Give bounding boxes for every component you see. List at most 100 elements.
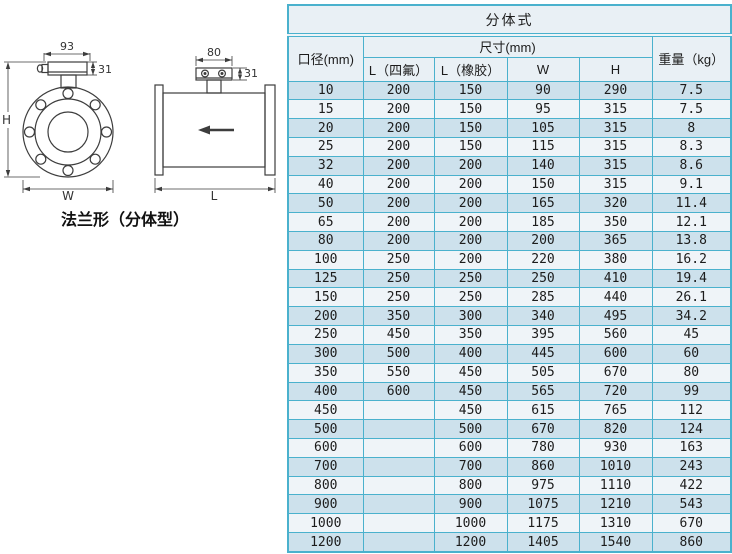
table-cell: 315 bbox=[578, 118, 653, 138]
right-flange-plate bbox=[264, 84, 276, 176]
table-cell: 105 bbox=[506, 118, 580, 138]
table-cell: 185 bbox=[506, 212, 580, 232]
table-cell: 200 bbox=[362, 193, 435, 214]
table-cell: 200 bbox=[433, 155, 508, 176]
table-row: 32 200 200 140 315 8.6 bbox=[287, 155, 732, 176]
table-cell: 800 bbox=[433, 475, 508, 496]
table-cell: 200 bbox=[362, 136, 435, 157]
table-cell: 400 bbox=[433, 343, 508, 364]
table-cell: 99 bbox=[651, 381, 732, 402]
table-cell: 450 bbox=[433, 362, 508, 383]
table-cell: 90 bbox=[506, 80, 580, 101]
table-cell: 450 bbox=[433, 400, 508, 421]
table-cell: 365 bbox=[578, 231, 653, 251]
table-cell: 410 bbox=[578, 268, 653, 289]
table-cell: 670 bbox=[578, 362, 653, 383]
table-cell: 40 bbox=[287, 174, 364, 195]
table-cell: 600 bbox=[362, 381, 435, 402]
table-cell: 422 bbox=[651, 475, 732, 496]
table-cell: 700 bbox=[433, 456, 508, 477]
table-row: 20 200 150 105 315 8 bbox=[287, 118, 732, 138]
table-cell: 1200 bbox=[433, 532, 508, 553]
table-cell: 200 bbox=[506, 231, 580, 251]
table-cell: 150 bbox=[506, 174, 580, 195]
table-cell: 615 bbox=[506, 400, 580, 421]
table-cell bbox=[362, 437, 435, 458]
table-cell bbox=[362, 400, 435, 421]
table-cell: 80 bbox=[651, 362, 732, 383]
side-box-bolt-right bbox=[218, 69, 227, 78]
table-cell: 930 bbox=[578, 437, 653, 458]
table-cell: 350 bbox=[578, 212, 653, 232]
table-row: 25 200 150 115 315 8.3 bbox=[287, 136, 732, 157]
table-cell: 320 bbox=[578, 193, 653, 214]
table-row: 1200 1200 1405 1540 860 bbox=[287, 532, 732, 553]
table-cell: 565 bbox=[506, 381, 580, 402]
table-cell: 100 bbox=[287, 249, 364, 270]
table-row: 300 500 400 445 600 60 bbox=[287, 343, 732, 364]
table-cell: 26.1 bbox=[651, 287, 732, 308]
table-cell: 11.4 bbox=[651, 193, 732, 214]
table-cell: 7.5 bbox=[651, 80, 732, 101]
table-row: 65 200 200 185 350 12.1 bbox=[287, 212, 732, 232]
length-axis-label: L bbox=[211, 189, 218, 203]
table-cell: 80 bbox=[287, 231, 364, 251]
table-cell: 1405 bbox=[506, 532, 580, 553]
table-cell: 975 bbox=[506, 475, 580, 496]
table-cell: 350 bbox=[433, 325, 508, 345]
table-cell: 200 bbox=[433, 212, 508, 232]
table-cell: 780 bbox=[506, 437, 580, 458]
table-cell: 440 bbox=[578, 287, 653, 308]
table-row: 600 600 780 930 163 bbox=[287, 437, 732, 458]
table-cell: 550 bbox=[362, 362, 435, 383]
spec-table: 分体式 口径(mm) 尺寸(mm) 重量（kg） L（四氟） L（橡胶） W H… bbox=[287, 4, 732, 553]
table-cell: 8.3 bbox=[651, 136, 732, 157]
table-cell: 15 bbox=[287, 99, 364, 120]
table-cell: 250 bbox=[362, 287, 435, 308]
table-cell: 340 bbox=[506, 306, 580, 327]
table-cell: 600 bbox=[287, 437, 364, 458]
table-cell: 150 bbox=[433, 99, 508, 120]
table-cell: 112 bbox=[651, 400, 732, 421]
table-cell bbox=[362, 494, 435, 515]
table-cell: 150 bbox=[433, 80, 508, 101]
table-cell: 1000 bbox=[433, 513, 508, 533]
table-cell: 380 bbox=[578, 249, 653, 270]
table-cell: 285 bbox=[506, 287, 580, 308]
side-dimensions bbox=[154, 56, 276, 193]
table-cell: 860 bbox=[506, 456, 580, 477]
table-cell: 1075 bbox=[506, 494, 580, 515]
table-cell: 200 bbox=[362, 118, 435, 138]
table-cell: 200 bbox=[433, 174, 508, 195]
height-axis-label: H bbox=[2, 113, 11, 127]
table-cell: 720 bbox=[578, 381, 653, 402]
table-cell: 9.1 bbox=[651, 174, 732, 195]
table-cell: 140 bbox=[506, 155, 580, 176]
table-cell: 200 bbox=[362, 212, 435, 232]
table-cell: 250 bbox=[433, 287, 508, 308]
col-header-w: W bbox=[506, 56, 580, 82]
table-cell bbox=[362, 513, 435, 533]
table-cell: 670 bbox=[651, 513, 732, 533]
table-cell: 505 bbox=[506, 362, 580, 383]
table-cell: 250 bbox=[433, 268, 508, 289]
table-row: 10 200 150 90 290 7.5 bbox=[287, 80, 732, 101]
table-cell bbox=[362, 419, 435, 439]
front-view bbox=[22, 61, 114, 178]
table-cell: 560 bbox=[578, 325, 653, 345]
table-cell: 10 bbox=[287, 80, 364, 101]
table-cell: 350 bbox=[362, 306, 435, 327]
table-cell: 150 bbox=[433, 136, 508, 157]
table-row: 250 450 350 395 560 45 bbox=[287, 325, 732, 345]
table-cell: 290 bbox=[578, 80, 653, 101]
col-header-diameter: 口径(mm) bbox=[287, 34, 364, 82]
table-cell bbox=[362, 456, 435, 477]
table-cell: 200 bbox=[362, 174, 435, 195]
table-cell: 12.1 bbox=[651, 212, 732, 232]
table-cell: 700 bbox=[287, 456, 364, 477]
table-cell: 250 bbox=[362, 249, 435, 270]
table-cell: 315 bbox=[578, 136, 653, 157]
table-cell: 243 bbox=[651, 456, 732, 477]
table-cell: 820 bbox=[578, 419, 653, 439]
table-cell: 19.4 bbox=[651, 268, 732, 289]
